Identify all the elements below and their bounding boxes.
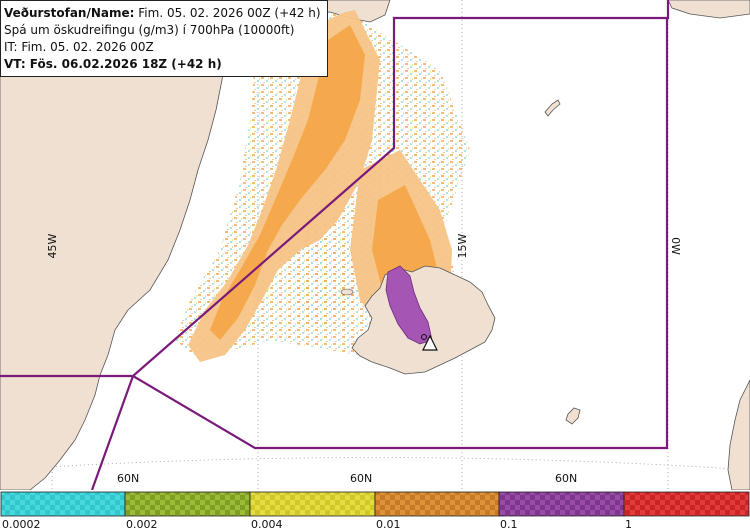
- legend-label-5: 1: [625, 518, 632, 531]
- legend-swatch-yellow: [249, 491, 376, 517]
- volcano-triangle-icon: [421, 334, 438, 351]
- issuer-line: Veðurstofan/Name: Fim. 05. 02. 2026 00Z …: [4, 5, 321, 22]
- airspace-boundary: [0, 0, 670, 490]
- norway-coast: [727, 379, 750, 490]
- legend-label-0: 0.0002: [2, 518, 41, 531]
- meridian-label-45w: 45W: [46, 233, 59, 258]
- legend-label-2: 0.004: [251, 518, 283, 531]
- initial-time: IT: Fim. 05. 02. 2026 00Z: [4, 40, 154, 54]
- legend-swatch-red: [623, 491, 750, 517]
- concentration-legend: 0.0002 0.002 0.004 0.01 0.1 1: [0, 490, 750, 532]
- legend-swatch-teal: [0, 491, 126, 517]
- parallel-label-2: 60N: [350, 472, 372, 485]
- meridian-label-0w: 0W: [669, 237, 682, 255]
- small-islet: [340, 288, 354, 296]
- parallel-label-1: 60N: [117, 472, 139, 485]
- valid-time: VT: Fös. 06.02.2026 18Z (+42 h): [4, 57, 222, 71]
- ash-dispersion-map: 45W 15W 0W 60N 60N 60N: [0, 0, 750, 490]
- issuer-value: Fim. 05. 02. 2026 00Z (+42 h): [138, 6, 321, 20]
- parallel-label-3: 60N: [555, 472, 577, 485]
- meridian-label-15w: 15W: [456, 233, 469, 258]
- product-description: Spá um öskudreifingu (g/m3) í 700hPa (10…: [4, 23, 295, 37]
- forecast-info-box: Veðurstofan/Name: Fim. 05. 02. 2026 00Z …: [0, 0, 328, 77]
- jan-mayen-island: [544, 99, 561, 117]
- issuer-label: Veðurstofan/Name:: [4, 6, 135, 20]
- faroe-islands: [565, 407, 581, 425]
- legend-swatch-orange: [374, 491, 500, 517]
- legend-label-1: 0.002: [126, 518, 158, 531]
- greenland-landmass: [0, 0, 231, 490]
- legend-swatch-purple: [498, 491, 625, 517]
- legend-swatch-green: [124, 491, 251, 517]
- northeast-land: [667, 0, 750, 19]
- legend-label-3: 0.01: [376, 518, 401, 531]
- legend-label-4: 0.1: [500, 518, 518, 531]
